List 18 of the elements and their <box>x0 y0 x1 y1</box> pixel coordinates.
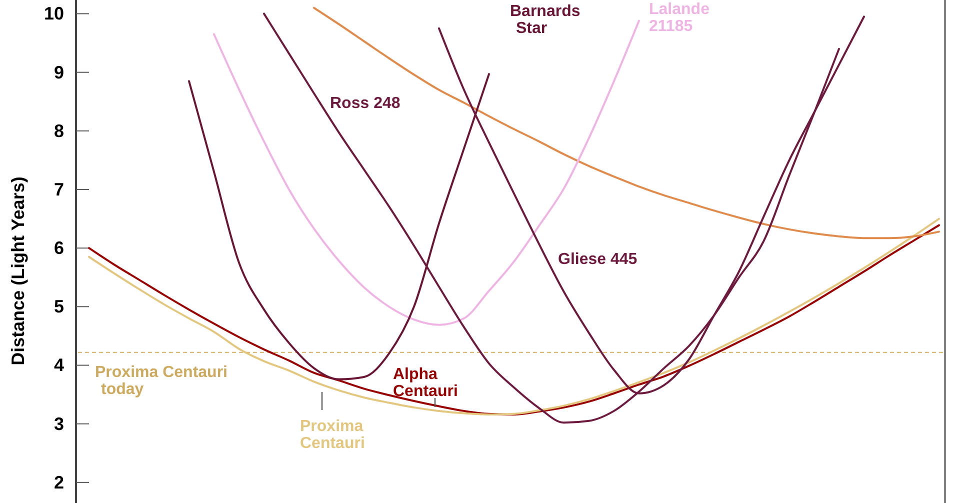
y-tick-label: 2 <box>54 472 64 492</box>
y-tick-label: 6 <box>54 238 64 258</box>
y-tick-label: 5 <box>54 296 64 317</box>
ref-line-label: Proxima Centauri today <box>95 364 228 398</box>
y-tick-label: 10 <box>44 4 64 24</box>
y-tick-label: 7 <box>54 179 64 200</box>
series-label: Lalande 21185 <box>649 1 710 36</box>
y-tick-label: 8 <box>54 120 64 141</box>
y-tick-label: 9 <box>54 62 64 82</box>
line-series <box>213 20 640 326</box>
series-label: Ross 248 <box>330 95 400 112</box>
series-label: Alpha Centauri <box>393 366 458 400</box>
series-label: Proxima Centauri <box>300 418 365 452</box>
y-tick-label: 3 <box>54 414 64 434</box>
text: Barnards Star <box>510 3 580 38</box>
series-label: Gliese 445 <box>558 251 638 268</box>
y-axis-title: Distance (Light Years) <box>8 176 28 366</box>
y-tick-label: 4 <box>54 355 64 376</box>
